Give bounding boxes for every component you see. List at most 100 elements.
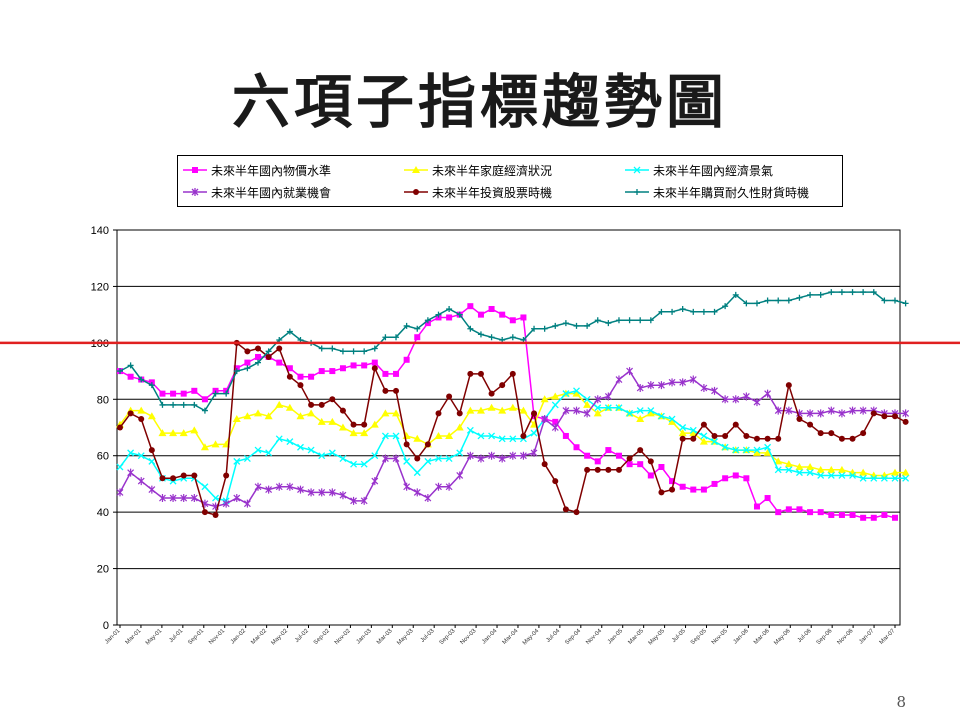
data-point-s4 — [668, 378, 676, 387]
chart-legend: 未來半年國內物價水準 未來半年家庭經濟狀況 未來半年國內經濟景氣 未來半年國內就業機會… — [177, 155, 843, 207]
x-tick-label: Mar-05 — [627, 628, 645, 646]
data-point-s3 — [530, 429, 538, 437]
data-point-s5 — [881, 413, 888, 420]
data-point-s1 — [775, 509, 782, 516]
data-point-s6 — [339, 348, 346, 355]
data-point-s6 — [212, 390, 219, 397]
data-point-s2 — [445, 431, 454, 439]
x-tick-label: May-05 — [648, 628, 667, 647]
data-point-s6 — [244, 365, 251, 372]
data-point-s2 — [211, 440, 220, 448]
data-point-s5 — [637, 447, 644, 454]
data-point-s3 — [137, 452, 145, 460]
data-point-s1 — [838, 511, 845, 518]
data-point-s4 — [413, 488, 421, 497]
data-point-s1 — [244, 359, 251, 366]
data-point-s1 — [690, 486, 697, 493]
data-point-s6 — [902, 300, 909, 307]
data-point-s5 — [828, 430, 835, 437]
data-point-s2 — [466, 406, 475, 414]
data-point-s4 — [116, 488, 124, 497]
data-point-s1 — [446, 314, 453, 321]
data-point-s3 — [265, 449, 273, 457]
data-point-s3 — [615, 404, 623, 412]
data-point-s6 — [255, 359, 262, 366]
legend-swatch — [404, 166, 428, 173]
data-point-s6 — [117, 368, 123, 375]
data-point-s6 — [541, 325, 548, 332]
data-point-s4 — [604, 392, 612, 401]
x-tick-label: Jan-06 — [733, 628, 751, 646]
data-point-s6 — [435, 311, 442, 318]
data-point-s6 — [743, 300, 750, 307]
data-point-s4 — [286, 482, 294, 491]
data-point-s5 — [488, 390, 495, 397]
data-point-s4 — [626, 367, 634, 376]
data-point-s3 — [413, 469, 421, 477]
data-point-s6 — [138, 376, 145, 383]
data-point-s2 — [583, 400, 592, 408]
data-point-s6 — [626, 317, 633, 324]
data-point-s5 — [562, 506, 569, 513]
data-point-s5 — [531, 410, 538, 417]
data-point-s2 — [413, 434, 422, 442]
data-point-s1 — [711, 480, 718, 487]
data-point-s3 — [668, 415, 676, 423]
data-point-s3 — [785, 466, 793, 474]
data-point-s3 — [700, 432, 708, 440]
data-point-s1 — [477, 311, 484, 318]
data-point-s1 — [552, 418, 559, 425]
data-point-s6 — [531, 325, 538, 332]
data-point-s6 — [647, 317, 654, 324]
data-point-s1 — [170, 390, 177, 397]
data-point-s2 — [774, 457, 783, 465]
data-point-s6 — [828, 289, 835, 296]
legend-swatch — [625, 189, 649, 195]
data-point-s6 — [892, 297, 898, 304]
data-point-s4 — [137, 477, 145, 486]
data-point-s6 — [711, 308, 718, 315]
y-tick-label: 140 — [91, 225, 109, 237]
x-tick-label: Jan-04 — [481, 628, 499, 646]
data-point-s5 — [732, 421, 739, 428]
data-point-s3 — [233, 457, 241, 465]
data-point-s5 — [424, 441, 431, 448]
data-point-s2 — [296, 412, 305, 420]
data-point-s1 — [159, 390, 166, 397]
data-point-s5 — [361, 421, 368, 428]
x-tick-label: Sep-05 — [690, 628, 708, 646]
data-point-s5 — [860, 430, 867, 437]
data-point-s2 — [200, 443, 209, 451]
data-point-s5 — [807, 421, 814, 428]
data-point-s2 — [285, 403, 294, 411]
data-point-s3 — [689, 426, 697, 434]
data-point-s1 — [339, 365, 346, 372]
data-point-s1 — [520, 314, 527, 321]
x-tick-label: Jul-02 — [294, 628, 310, 644]
data-point-s1 — [318, 368, 325, 375]
data-point-s4 — [318, 488, 326, 497]
data-point-s1 — [180, 390, 187, 397]
data-point-s2 — [264, 412, 273, 420]
data-point-s3 — [657, 412, 665, 420]
data-point-s6 — [584, 322, 591, 329]
data-point-s4 — [530, 448, 538, 457]
data-point-s5 — [393, 387, 400, 394]
data-point-s5 — [743, 432, 750, 439]
data-point-s1 — [573, 444, 580, 451]
data-point-s2 — [593, 409, 602, 417]
data-point-s2 — [338, 423, 347, 431]
data-point-s6 — [318, 345, 325, 352]
data-point-s4 — [594, 395, 602, 404]
legend-swatch — [625, 166, 649, 174]
data-point-s5 — [329, 396, 336, 403]
data-point-s1 — [626, 461, 633, 468]
data-point-s5 — [191, 472, 198, 479]
data-point-s4 — [254, 482, 262, 491]
data-point-s3 — [350, 460, 358, 468]
data-point-s5 — [870, 410, 877, 417]
data-point-s1 — [371, 359, 378, 366]
data-point-s3 — [859, 474, 867, 482]
legend-swatch — [404, 189, 428, 195]
data-point-s1 — [467, 303, 474, 310]
